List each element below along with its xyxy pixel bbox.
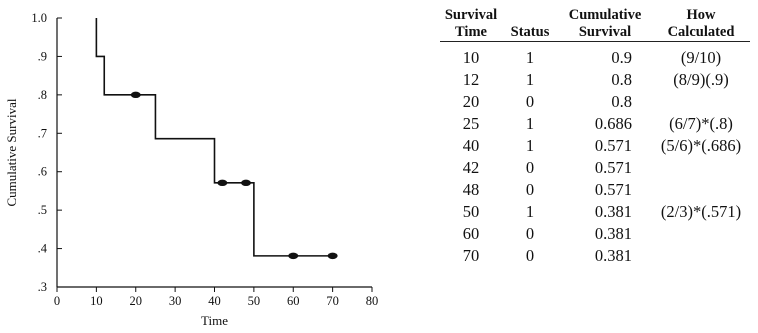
- table-row: 10 1 0.9 (9/10): [440, 42, 750, 70]
- chart-ticks: 0 10 20 30 40 50 60 70 80 .3 .4 .5 .6 .7 .8 .9 1.0: [31, 11, 378, 308]
- cell-cumulative: 0.571: [594, 180, 632, 199]
- table-row: 70 0 0.381: [440, 245, 750, 267]
- cell-cumulative: 0.686: [594, 114, 632, 133]
- cell-time: 70: [462, 246, 480, 265]
- y-tick-label: .3: [38, 280, 47, 294]
- cell-time: 12: [462, 70, 480, 89]
- censored-point: [327, 252, 338, 260]
- y-tick-label: .9: [38, 49, 47, 63]
- cell-status: 1: [525, 202, 535, 221]
- table-row: 50 1 0.381 (2/3)*(.571): [440, 201, 750, 223]
- cell-how: (6/7)*(.8): [669, 114, 733, 133]
- x-tick-label: 10: [90, 294, 103, 308]
- y-tick-label: .4: [38, 242, 48, 256]
- cell-how: [652, 157, 750, 179]
- header-cumulative-survival: Cumulative Survival: [568, 7, 642, 40]
- survival-step-line: [95, 18, 333, 257]
- y-tick-label: .5: [38, 203, 47, 217]
- cell-time: 40: [462, 136, 480, 155]
- cell-status: 1: [525, 48, 535, 67]
- cell-how: [652, 245, 750, 267]
- x-tick-label: 30: [169, 294, 182, 308]
- cell-time: 25: [462, 114, 480, 133]
- header-how-calculated: How Calculated: [667, 7, 735, 40]
- cell-status: 1: [525, 114, 535, 133]
- x-tick-label: 50: [248, 294, 261, 308]
- y-tick-label: .8: [38, 88, 47, 102]
- cell-cumulative: 0.8: [611, 92, 632, 111]
- cell-how: (8/9)(.9): [673, 70, 729, 89]
- y-tick-label: .6: [38, 165, 47, 179]
- cell-how: (5/6)*(.686): [660, 136, 742, 155]
- cell-time: 50: [462, 202, 480, 221]
- header-status: Status: [510, 24, 550, 40]
- y-tick-label: .7: [38, 126, 47, 140]
- cell-how: [652, 223, 750, 245]
- cell-status: 0: [525, 180, 535, 199]
- censored-point: [288, 252, 299, 260]
- cell-status: 0: [525, 158, 535, 177]
- censored-point: [217, 179, 228, 187]
- censored-point: [130, 91, 141, 99]
- y-tick-label: 1.0: [31, 11, 47, 25]
- x-tick-label: 80: [366, 294, 379, 308]
- cell-status: 0: [525, 92, 535, 111]
- cell-time: 48: [462, 180, 480, 199]
- table-header-row: Survival Time Status Cumulative Survival…: [440, 7, 750, 42]
- cell-time: 10: [462, 48, 480, 67]
- cell-status: 0: [525, 224, 535, 243]
- table-row: 48 0 0.571: [440, 179, 750, 201]
- cell-status: 0: [525, 246, 535, 265]
- cell-cumulative: 0.381: [594, 202, 632, 221]
- cell-cumulative: 0.381: [594, 246, 632, 265]
- cell-how: [652, 91, 750, 113]
- table-row: 20 0 0.8: [440, 91, 750, 113]
- cell-how: [652, 179, 750, 201]
- x-tick-label: 60: [287, 294, 300, 308]
- cell-cumulative: 0.8: [611, 70, 632, 89]
- cell-time: 42: [462, 158, 480, 177]
- cell-status: 1: [525, 136, 535, 155]
- cell-how: (9/10): [680, 48, 722, 67]
- x-tick-label: 70: [326, 294, 339, 308]
- x-tick-label: 20: [130, 294, 143, 308]
- cell-cumulative: 0.381: [594, 224, 632, 243]
- x-tick-label: 0: [54, 294, 60, 308]
- censored-markers: [130, 91, 338, 260]
- cell-cumulative: 0.571: [594, 158, 632, 177]
- header-survival-time: Survival Time: [444, 7, 498, 40]
- cell-cumulative: 0.9: [611, 48, 632, 67]
- table-row: 12 1 0.8 (8/9)(.9): [440, 69, 750, 91]
- censored-point: [241, 179, 251, 187]
- survival-table: Survival Time Status Cumulative Survival…: [440, 7, 750, 267]
- table-row: 25 1 0.686 (6/7)*(.8): [440, 113, 750, 135]
- cell-time: 20: [462, 92, 480, 111]
- table-row: 42 0 0.571: [440, 157, 750, 179]
- table-row: 60 0 0.381: [440, 223, 750, 245]
- cell-how: (2/3)*(.571): [660, 202, 742, 221]
- table-row: 40 1 0.571 (5/6)*(.686): [440, 135, 750, 157]
- y-axis-title: Cumulative Survival: [4, 98, 19, 206]
- x-axis-title: Time: [201, 313, 228, 328]
- cell-cumulative: 0.571: [594, 136, 632, 155]
- cell-time: 60: [462, 224, 480, 243]
- x-tick-label: 40: [208, 294, 221, 308]
- cell-status: 1: [525, 70, 535, 89]
- survival-chart: 0 10 20 30 40 50 60 70 80.3.4.5.6.7.8.91.0 Time …: [4, 11, 378, 328]
